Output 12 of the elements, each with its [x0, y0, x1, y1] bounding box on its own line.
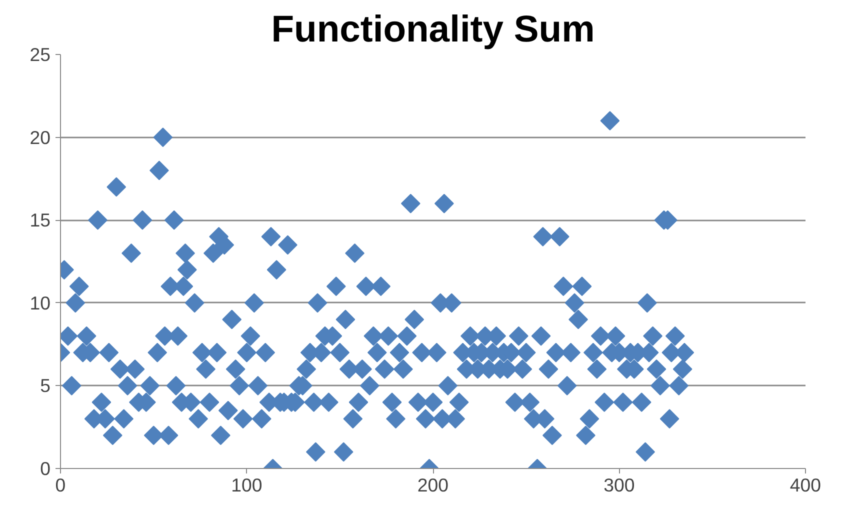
x-tick-label: 200	[417, 474, 449, 496]
x-tick-label: 400	[790, 474, 822, 496]
y-tick-label: 0	[40, 458, 51, 479]
y-tick-label: 5	[40, 375, 51, 396]
x-tick-label: 300	[604, 474, 635, 496]
y-tick-label: 20	[30, 126, 51, 148]
y-tick-label: 25	[30, 44, 51, 65]
y-tick-label: 15	[30, 210, 51, 231]
y-tick-label: 10	[30, 292, 51, 314]
x-tick-label: 100	[231, 474, 262, 496]
x-tick-label: 0	[55, 474, 66, 496]
chart-title: Functionality Sum	[271, 8, 595, 50]
